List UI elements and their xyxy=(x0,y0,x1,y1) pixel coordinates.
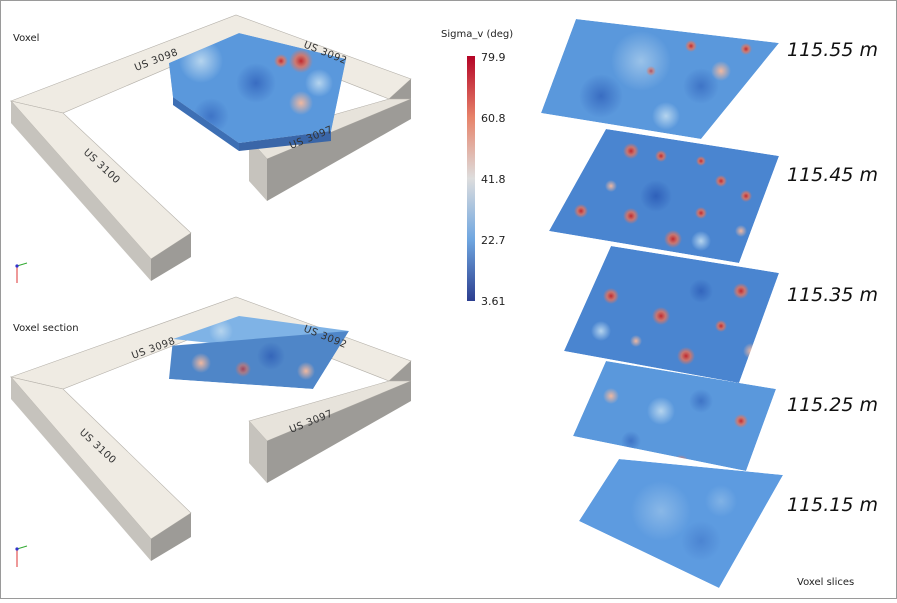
slice-115-45 xyxy=(549,129,779,263)
slice-label-4: 115.15 m xyxy=(787,494,878,516)
voxel-block xyxy=(169,33,346,151)
voxel-slices-panel-title: Voxel slices xyxy=(797,577,854,588)
voxel-panel: Voxel xyxy=(9,14,412,283)
colorbar-tick-3: 22.7 xyxy=(481,234,506,247)
colorbar: Sigma_v (deg) 79.9 60.8 41.8 22.7 3.61 xyxy=(441,29,513,308)
slice-label-3: 115.25 m xyxy=(787,394,878,416)
voxel-section-panel: Voxel section US 3098 US 3092 xyxy=(9,296,412,567)
colorbar-title: Sigma_v (deg) xyxy=(441,29,513,40)
slice-115-55 xyxy=(541,19,779,139)
colorbar-tick-1: 60.8 xyxy=(481,112,506,125)
voxel-slices-panel: 115.55 m 115.45 m xyxy=(541,19,878,588)
colorbar-gradient xyxy=(467,56,475,301)
voxel-panel-title: Voxel xyxy=(13,33,39,44)
slice-115-35 xyxy=(564,246,779,383)
slice-label-1: 115.45 m xyxy=(787,164,878,186)
slice-label-2: 115.35 m xyxy=(787,284,878,306)
slice-115-25 xyxy=(573,361,776,471)
orientation-axes-icon-bottom xyxy=(15,545,28,567)
slice-115-15 xyxy=(579,459,783,588)
voxel-section-block xyxy=(169,316,349,389)
colorbar-tick-4: 3.61 xyxy=(481,295,506,308)
wall-model-bottom xyxy=(9,296,412,561)
orientation-axes-icon xyxy=(15,262,28,283)
slice-label-0: 115.55 m xyxy=(787,39,878,61)
colorbar-tick-0: 79.9 xyxy=(481,51,506,64)
colorbar-tick-2: 41.8 xyxy=(481,173,506,186)
voxel-section-panel-title: Voxel section xyxy=(13,323,79,334)
